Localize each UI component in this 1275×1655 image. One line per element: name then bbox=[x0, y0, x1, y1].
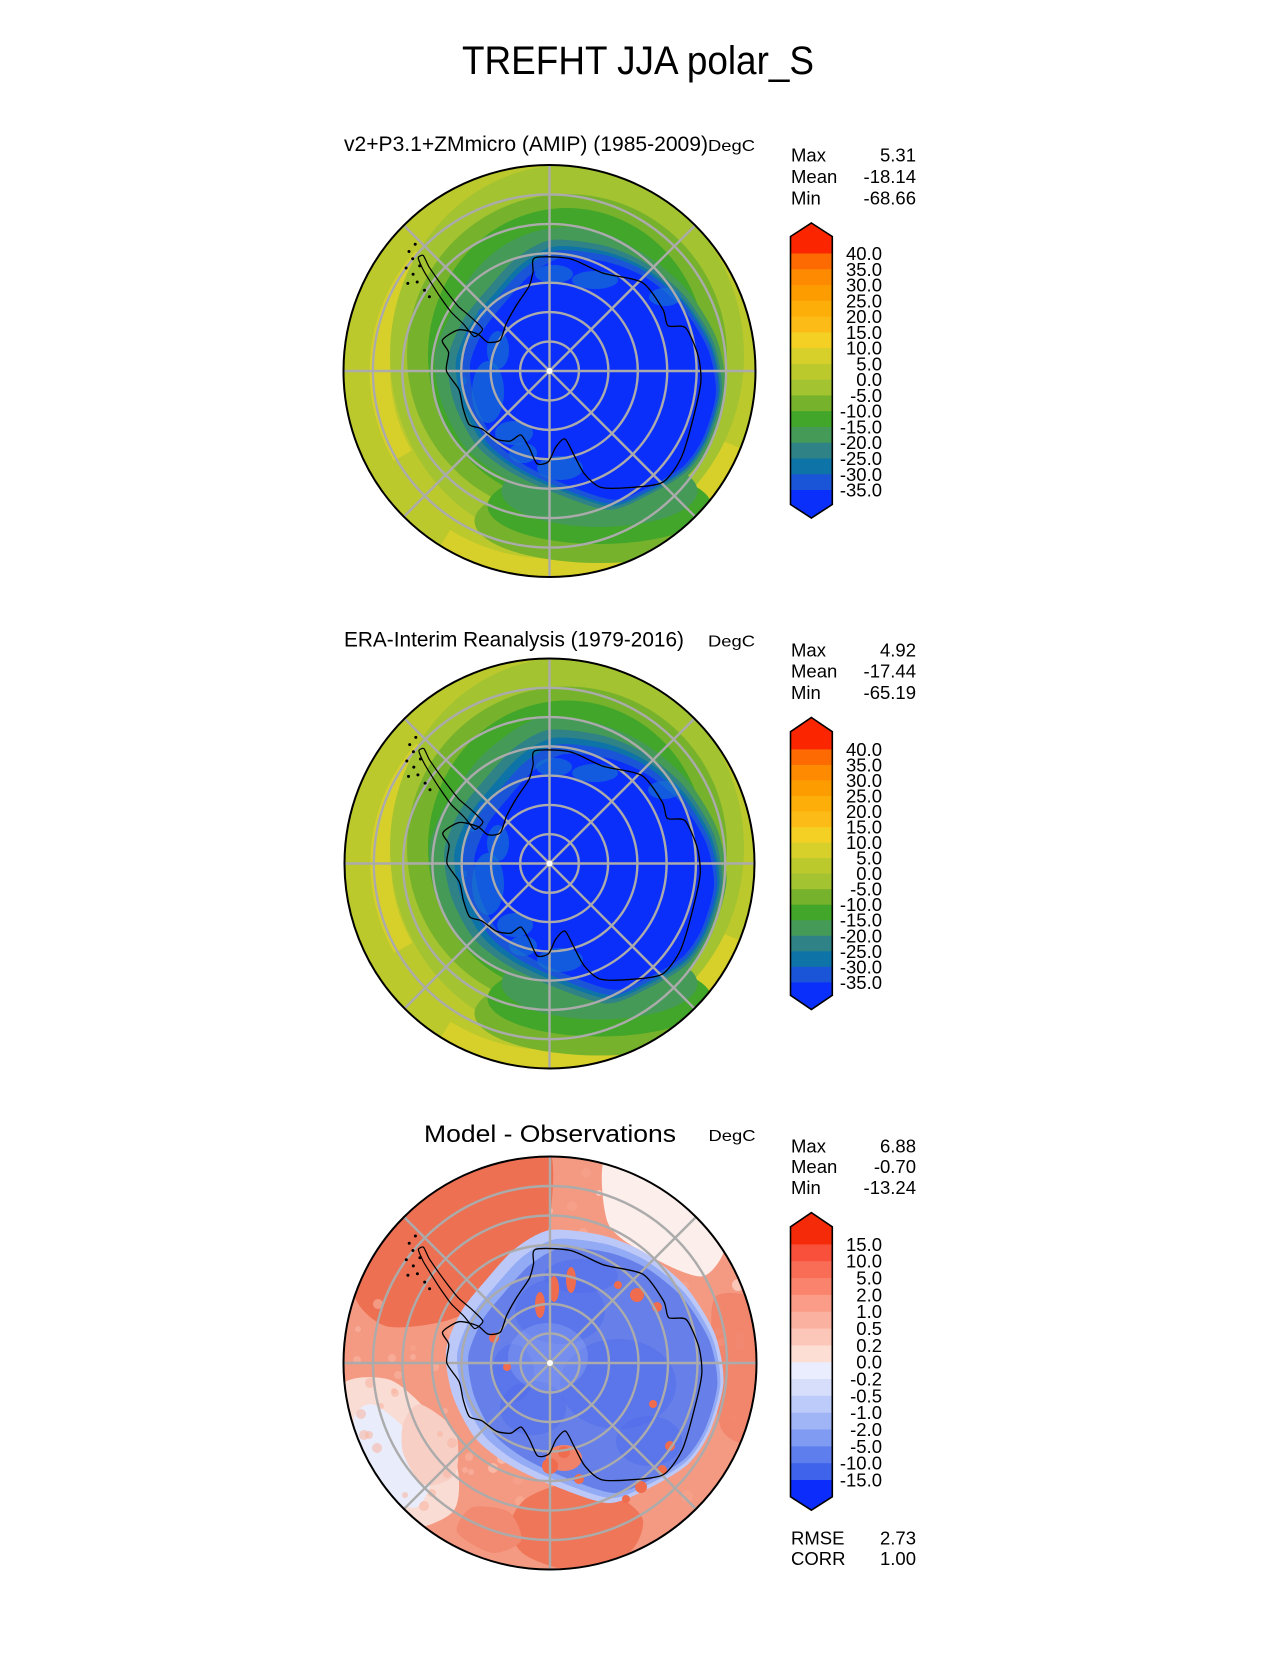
svg-text:1.00: 1.00 bbox=[880, 1548, 916, 1569]
svg-text:10.0: 10.0 bbox=[846, 832, 882, 853]
svg-text:-0.5: -0.5 bbox=[850, 1385, 882, 1406]
svg-text:5.0: 5.0 bbox=[856, 1268, 882, 1289]
svg-text:10.0: 10.0 bbox=[846, 338, 882, 359]
svg-text:RMSE: RMSE bbox=[791, 1527, 844, 1548]
svg-text:-15.0: -15.0 bbox=[840, 910, 882, 931]
svg-text:2.73: 2.73 bbox=[880, 1527, 916, 1548]
svg-text:-18.14: -18.14 bbox=[864, 166, 916, 187]
svg-text:-2.0: -2.0 bbox=[850, 1419, 882, 1440]
svg-text:Model - Observations: Model - Observations bbox=[424, 1121, 676, 1148]
svg-text:Max: Max bbox=[791, 144, 827, 165]
svg-text:Min: Min bbox=[791, 188, 821, 209]
svg-text:-5.0: -5.0 bbox=[850, 385, 882, 406]
svg-text:0.0: 0.0 bbox=[856, 369, 882, 390]
svg-text:0.5: 0.5 bbox=[856, 1318, 882, 1339]
svg-text:-30.0: -30.0 bbox=[840, 464, 882, 485]
svg-text:Mean: Mean bbox=[791, 661, 837, 682]
svg-text:30.0: 30.0 bbox=[846, 770, 882, 791]
svg-text:DegC: DegC bbox=[708, 138, 755, 155]
svg-text:-10.0: -10.0 bbox=[840, 894, 882, 915]
svg-text:Min: Min bbox=[791, 1177, 821, 1198]
svg-text:-30.0: -30.0 bbox=[840, 956, 882, 977]
svg-text:-0.2: -0.2 bbox=[850, 1369, 882, 1390]
svg-text:-10.0: -10.0 bbox=[840, 1453, 882, 1474]
svg-text:25.0: 25.0 bbox=[846, 786, 882, 807]
svg-text:DegC: DegC bbox=[709, 1128, 756, 1145]
svg-text:ERA-Interim Reanalysis (1979-2: ERA-Interim Reanalysis (1979-2016) bbox=[344, 629, 684, 652]
svg-text:-5.0: -5.0 bbox=[850, 879, 882, 900]
svg-text:10.0: 10.0 bbox=[846, 1251, 882, 1272]
svg-text:0.0: 0.0 bbox=[856, 1352, 882, 1373]
svg-text:-17.44: -17.44 bbox=[864, 661, 916, 682]
svg-text:Max: Max bbox=[791, 1135, 827, 1156]
svg-text:5.31: 5.31 bbox=[880, 144, 916, 165]
svg-text:6.88: 6.88 bbox=[880, 1135, 916, 1156]
svg-text:15.0: 15.0 bbox=[846, 1234, 882, 1255]
svg-text:2.0: 2.0 bbox=[856, 1284, 882, 1305]
svg-text:-68.66: -68.66 bbox=[864, 188, 916, 209]
svg-text:-35.0: -35.0 bbox=[840, 480, 882, 501]
svg-text:40.0: 40.0 bbox=[846, 243, 882, 264]
svg-text:35.0: 35.0 bbox=[846, 259, 882, 280]
svg-text:-10.0: -10.0 bbox=[840, 401, 882, 422]
svg-text:35.0: 35.0 bbox=[846, 754, 882, 775]
svg-text:TREFHT JJA polar_S: TREFHT JJA polar_S bbox=[462, 39, 814, 83]
svg-text:Max: Max bbox=[791, 639, 827, 660]
svg-text:40.0: 40.0 bbox=[846, 739, 882, 760]
svg-text:-20.0: -20.0 bbox=[840, 925, 882, 946]
svg-text:0.0: 0.0 bbox=[856, 863, 882, 884]
svg-text:20.0: 20.0 bbox=[846, 801, 882, 822]
svg-text:5.0: 5.0 bbox=[856, 353, 882, 374]
svg-text:Mean: Mean bbox=[791, 166, 837, 187]
svg-text:0.2: 0.2 bbox=[856, 1335, 882, 1356]
svg-text:-35.0: -35.0 bbox=[840, 972, 882, 993]
svg-text:-1.0: -1.0 bbox=[850, 1402, 882, 1423]
svg-text:30.0: 30.0 bbox=[846, 275, 882, 296]
svg-text:-25.0: -25.0 bbox=[840, 448, 882, 469]
svg-text:-5.0: -5.0 bbox=[850, 1436, 882, 1457]
svg-text:-13.24: -13.24 bbox=[864, 1177, 916, 1198]
svg-text:-20.0: -20.0 bbox=[840, 432, 882, 453]
svg-text:Min: Min bbox=[791, 682, 821, 703]
svg-text:15.0: 15.0 bbox=[846, 817, 882, 838]
svg-text:1.0: 1.0 bbox=[856, 1301, 882, 1322]
svg-text:20.0: 20.0 bbox=[846, 306, 882, 327]
svg-text:-65.19: -65.19 bbox=[864, 682, 916, 703]
svg-text:5.0: 5.0 bbox=[856, 848, 882, 869]
svg-text:4.92: 4.92 bbox=[880, 639, 916, 660]
svg-text:-0.70: -0.70 bbox=[874, 1156, 916, 1177]
svg-text:DegC: DegC bbox=[708, 634, 755, 651]
svg-text:-15.0: -15.0 bbox=[840, 1470, 882, 1491]
svg-text:-15.0: -15.0 bbox=[840, 417, 882, 438]
svg-text:v2+P3.1+ZMmicro (AMIP) (1985-2: v2+P3.1+ZMmicro (AMIP) (1985-2009) bbox=[344, 133, 708, 156]
svg-text:-25.0: -25.0 bbox=[840, 941, 882, 962]
svg-text:CORR: CORR bbox=[791, 1548, 845, 1569]
svg-text:25.0: 25.0 bbox=[846, 290, 882, 311]
svg-text:Mean: Mean bbox=[791, 1156, 837, 1177]
svg-text:15.0: 15.0 bbox=[846, 322, 882, 343]
